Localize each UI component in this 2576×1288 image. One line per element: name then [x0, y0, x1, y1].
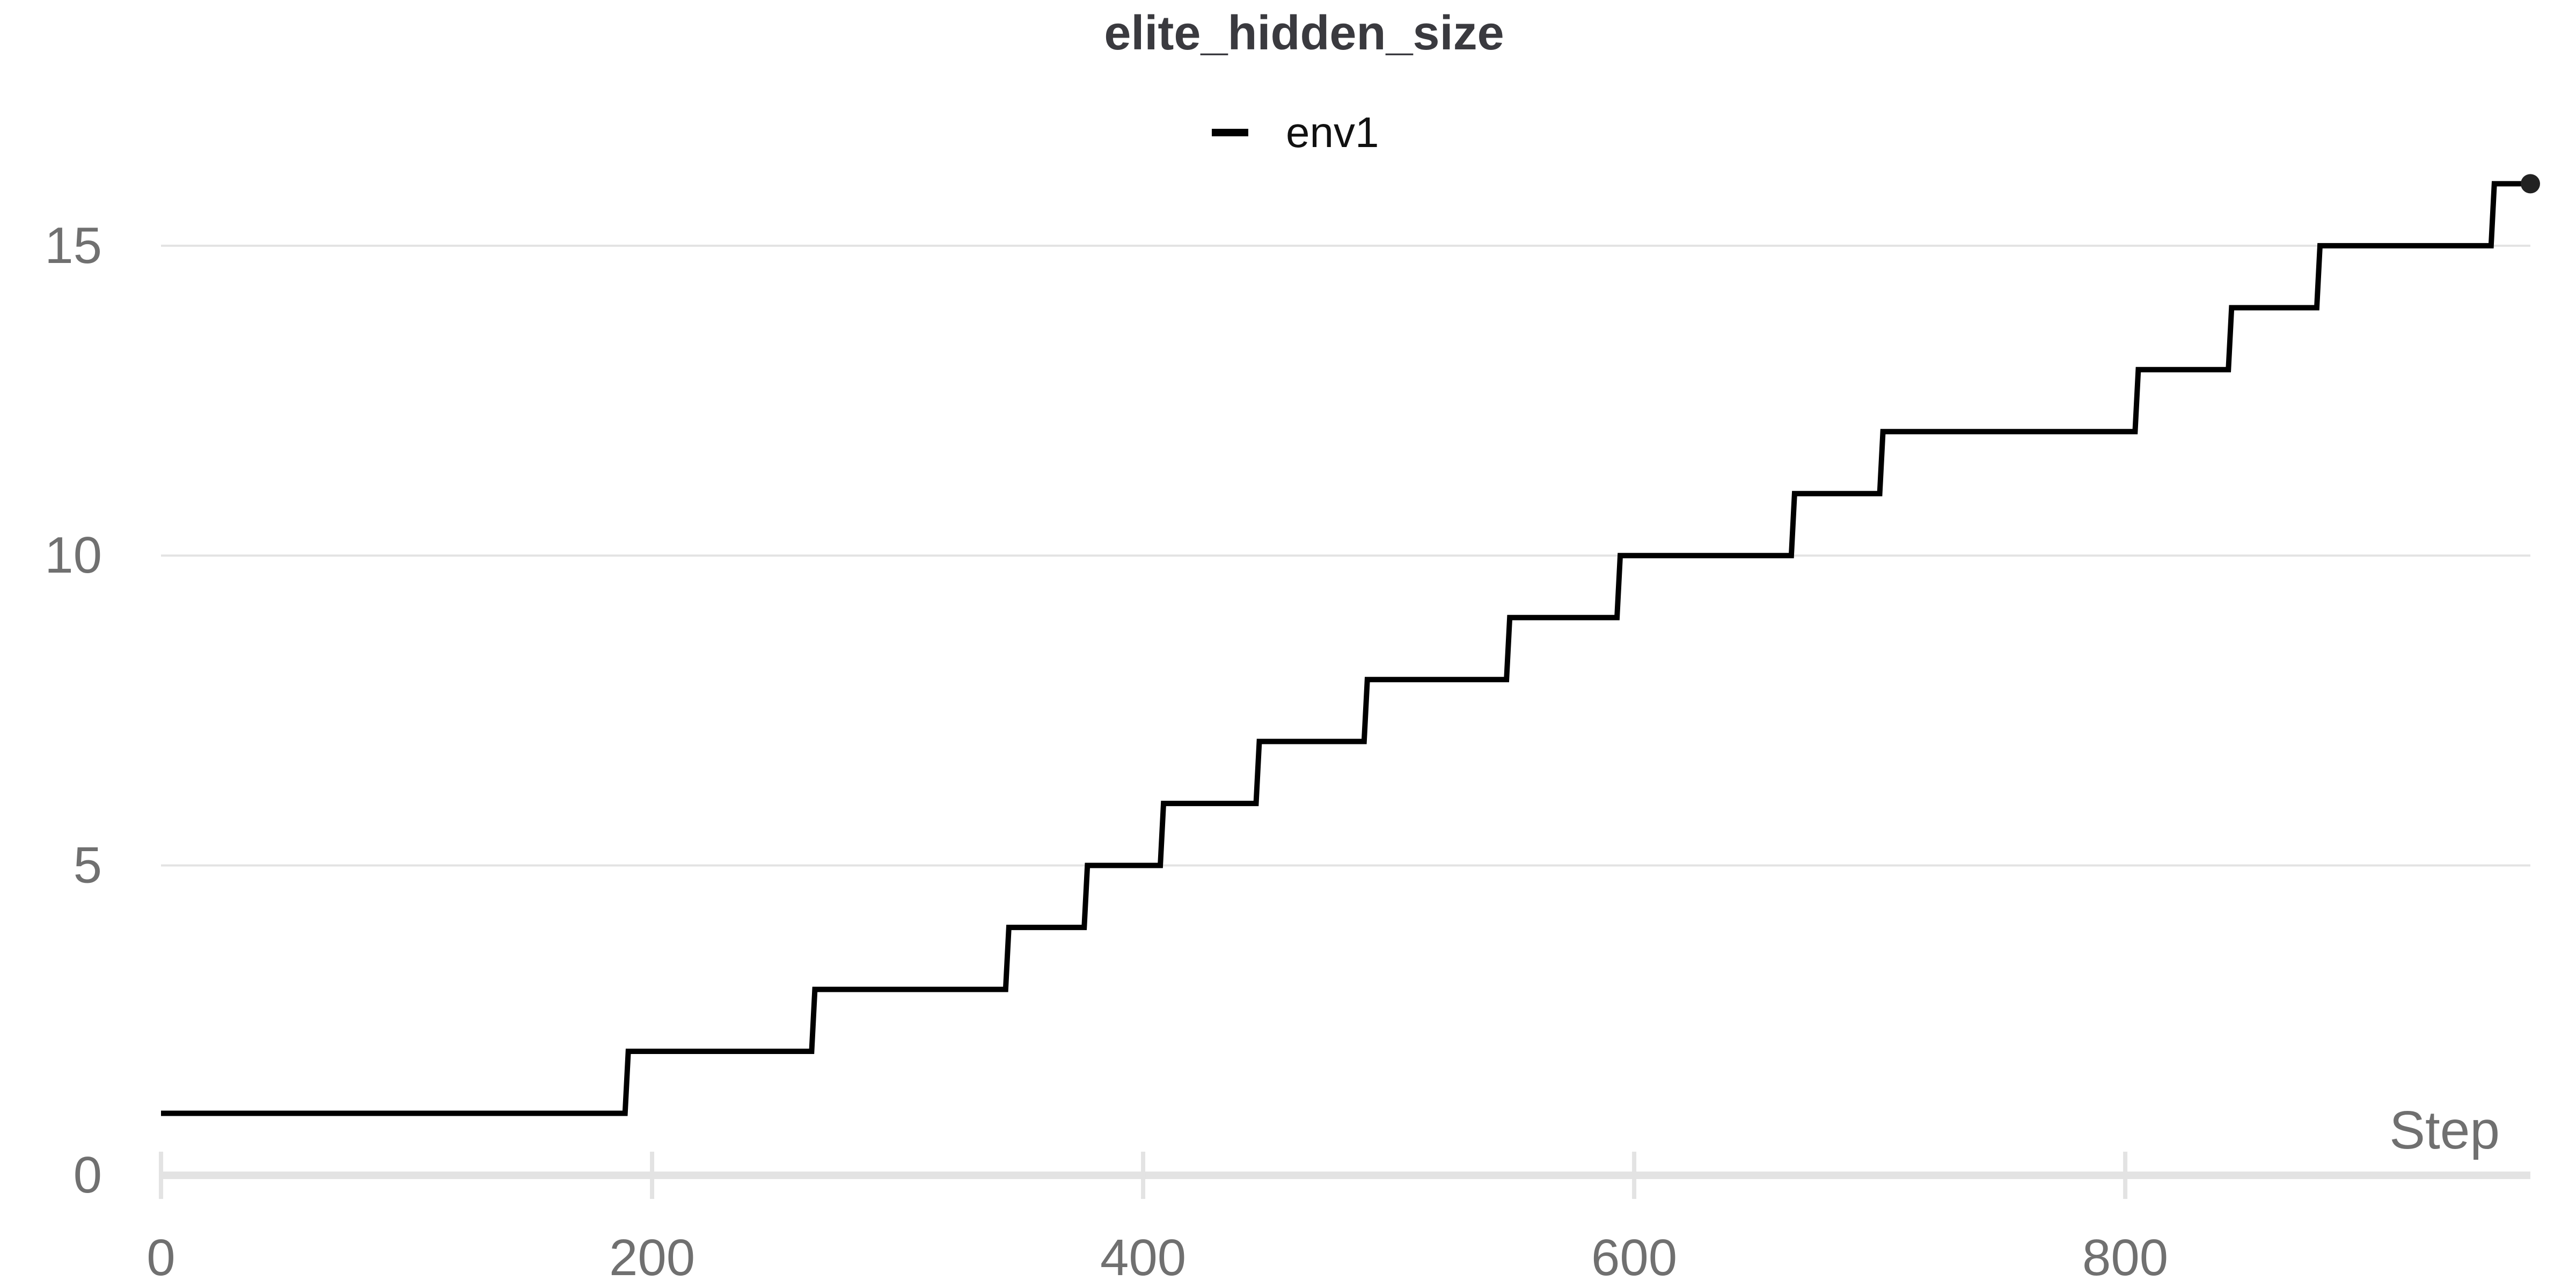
series-endpoint-env1 — [2521, 174, 2540, 194]
x-tick-label-400: 400 — [1100, 1229, 1186, 1286]
y-tick-label-0: 0 — [74, 1146, 102, 1204]
series-line-env1 — [161, 181, 2534, 1116]
series-layer — [161, 174, 2540, 1116]
x-tick-label-200: 200 — [609, 1229, 695, 1286]
x-tick-label-800: 800 — [2082, 1229, 2168, 1286]
y-tick-label-15: 15 — [45, 217, 102, 274]
x-axis: 0 200 400 600 800 — [147, 1152, 2530, 1286]
grid-lines — [161, 244, 2530, 867]
legend-label-env1: env1 — [1286, 108, 1379, 156]
x-tick-label-600: 600 — [1591, 1229, 1677, 1286]
x-tick-label-0: 0 — [147, 1229, 175, 1286]
chart-title: elite_hidden_size — [1104, 6, 1504, 60]
y-tick-label-5: 5 — [74, 837, 102, 894]
x-axis-label: Step — [2389, 1100, 2500, 1160]
legend: env1 — [1212, 108, 1379, 156]
y-tick-label-10: 10 — [45, 526, 102, 584]
y-axis: 0 5 10 15 — [45, 217, 102, 1204]
